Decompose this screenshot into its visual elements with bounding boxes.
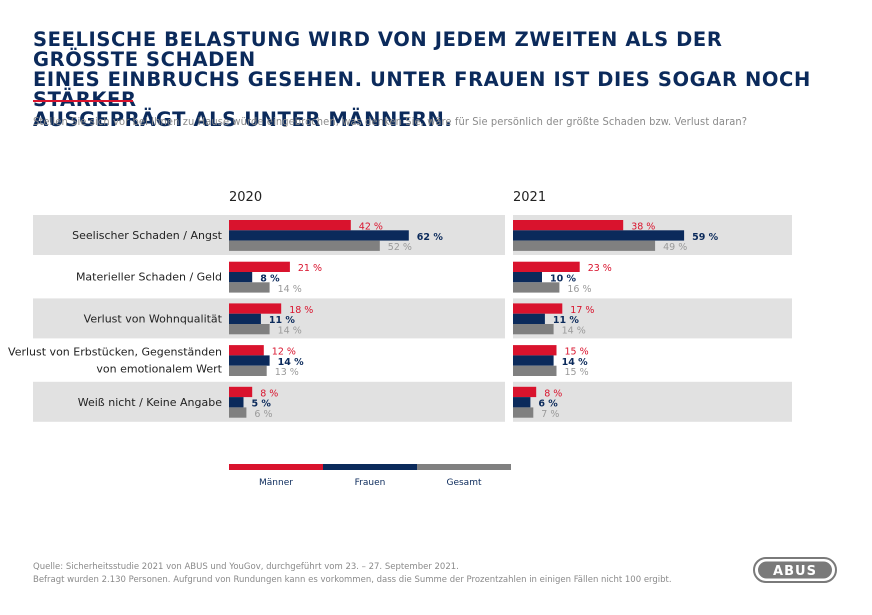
- bar-2021-frauen: [513, 230, 685, 241]
- category-label: Weiß nicht / Keine Angabe: [78, 396, 222, 409]
- data-label-2020-frauen: 5 %: [252, 399, 272, 410]
- bar-2020-ma-nner: [229, 261, 290, 272]
- data-label-2020-gesamt: 52 %: [388, 242, 412, 253]
- data-label-2021-ma-nner: 17 %: [570, 305, 594, 316]
- category-label-line: Verlust von Wohnqualität: [84, 312, 223, 325]
- bar-2020-frauen: [229, 313, 261, 324]
- legend-label-gesamt: Gesamt: [446, 478, 482, 488]
- data-label-2020-gesamt: 14 %: [278, 284, 302, 295]
- category-label-line: von emotionalem Wert: [96, 363, 222, 376]
- data-label-2021-frauen: 11 %: [553, 315, 580, 326]
- category-label-line: Seelischer Schaden / Angst: [72, 229, 223, 242]
- category-label: Seelischer Schaden / Angst: [72, 229, 223, 242]
- title-line: AUSGEPRÄGT ALS UNTER MÄNNERN.: [33, 108, 453, 131]
- bar-2021-gesamt: [513, 240, 656, 251]
- bar-2021-frauen: [513, 272, 542, 283]
- data-label-2020-frauen: 11 %: [269, 315, 296, 326]
- data-label-2021-ma-nner: 8 %: [544, 388, 562, 399]
- data-label-2020-frauen: 8 %: [260, 274, 280, 285]
- page-title: SEELISCHE BELASTUNG WIRD VON JEDEM ZWEIT…: [33, 30, 833, 130]
- title-line: EINES EINBRUCHS GESEHEN. UNTER FRAUEN IS…: [33, 68, 811, 111]
- bar-2021-ma-nner: [513, 261, 580, 272]
- category-label: Verlust von Erbstücken, Gegenständen von …: [8, 346, 223, 376]
- bar-2020-gesamt: [229, 240, 380, 251]
- data-label-2020-ma-nner: 12 %: [272, 347, 296, 358]
- data-label-2021-gesamt: 14 %: [562, 326, 586, 337]
- category-label-line: Weiß nicht / Keine Angabe: [78, 396, 222, 409]
- legend-swatch-maenner: [229, 464, 323, 470]
- row-band: [33, 381, 505, 422]
- row-band: [513, 381, 792, 422]
- data-label-2020-ma-nner: 8 %: [260, 388, 278, 399]
- bar-2020-frauen: [229, 272, 253, 283]
- data-label-2020-gesamt: 13 %: [275, 367, 299, 378]
- data-label-2021-ma-nner: 23 %: [588, 263, 612, 274]
- data-label-2021-gesamt: 16 %: [567, 284, 591, 295]
- abus-logo-text: ABUS: [773, 564, 817, 579]
- data-label-2020-ma-nner: 42 %: [359, 222, 383, 233]
- bar-2020-ma-nner: [229, 386, 253, 398]
- subtitle: Stellen Sie sich vor bei Ihnen zu Hause …: [33, 115, 748, 128]
- data-label-2020-frauen: 14 %: [278, 357, 305, 368]
- panel-year-2021: 2021: [513, 190, 547, 205]
- legend-swatch-frauen: [323, 464, 417, 470]
- data-label-2021-frauen: 59 %: [692, 232, 719, 243]
- data-label-2021-ma-nner: 38 %: [631, 222, 655, 233]
- data-label-2021-gesamt: 7 %: [541, 409, 559, 420]
- bar-2020-frauen: [229, 230, 409, 241]
- bar-2020-frauen: [229, 355, 270, 366]
- bar-2020-ma-nner: [229, 220, 351, 231]
- data-label-2021-ma-nner: 15 %: [565, 347, 589, 358]
- panel-year-2020: 2020: [229, 190, 263, 205]
- title-line: SEELISCHE BELASTUNG WIRD VON JEDEM ZWEIT…: [33, 28, 723, 71]
- data-label-2020-ma-nner: 21 %: [298, 263, 322, 274]
- data-label-2020-ma-nner: 18 %: [289, 305, 313, 316]
- data-label-2020-gesamt: 14 %: [278, 326, 302, 337]
- category-label: Materieller Schaden / Geld: [76, 271, 222, 284]
- data-label-2021-frauen: 6 %: [538, 399, 558, 410]
- bar-2021-frauen: [513, 397, 531, 408]
- bar-2020-ma-nner: [229, 303, 282, 314]
- bar-2021-gesamt: [513, 324, 554, 335]
- legend-label-frauen: Frauen: [354, 478, 386, 488]
- bar-2021-gesamt: [513, 365, 557, 376]
- data-label-2021-gesamt: 15 %: [565, 367, 589, 378]
- category-label-line: Verlust von Erbstücken, Gegenständen: [8, 346, 222, 359]
- legend-label-maenner: Männer: [259, 478, 293, 488]
- data-label-2021-frauen: 14 %: [562, 357, 589, 368]
- bar-2020-gesamt: [229, 282, 270, 293]
- bar-2021-ma-nner: [513, 345, 557, 356]
- data-label-2020-frauen: 62 %: [417, 232, 444, 243]
- bar-2021-gesamt: [513, 407, 534, 418]
- bar-2021-ma-nner: [513, 303, 563, 314]
- abus-logo: ABUS: [753, 557, 837, 583]
- category-label-line: Materieller Schaden / Geld: [76, 271, 222, 284]
- bar-2020-gesamt: [229, 407, 247, 418]
- bar-2021-frauen: [513, 355, 554, 366]
- bar-2021-frauen: [513, 313, 545, 324]
- data-label-2021-frauen: 10 %: [550, 274, 577, 285]
- legend-swatch-gesamt: [417, 464, 511, 470]
- data-label-2021-gesamt: 49 %: [663, 242, 687, 253]
- category-label: Verlust von Wohnqualität: [84, 312, 223, 325]
- title-underline: [33, 100, 133, 102]
- bar-2020-ma-nner: [229, 345, 264, 356]
- bar-2021-ma-nner: [513, 220, 624, 231]
- bar-2021-gesamt: [513, 282, 560, 293]
- footer-note: Befragt wurden 2.130 Personen. Aufgrund …: [33, 575, 672, 585]
- footer-source: Quelle: Sicherheitsstudie 2021 von ABUS …: [33, 562, 459, 572]
- bar-2020-frauen: [229, 397, 244, 408]
- data-label-2020-gesamt: 6 %: [254, 409, 272, 420]
- bar-2020-gesamt: [229, 365, 267, 376]
- bar-2020-gesamt: [229, 324, 270, 335]
- bar-2021-ma-nner: [513, 386, 537, 398]
